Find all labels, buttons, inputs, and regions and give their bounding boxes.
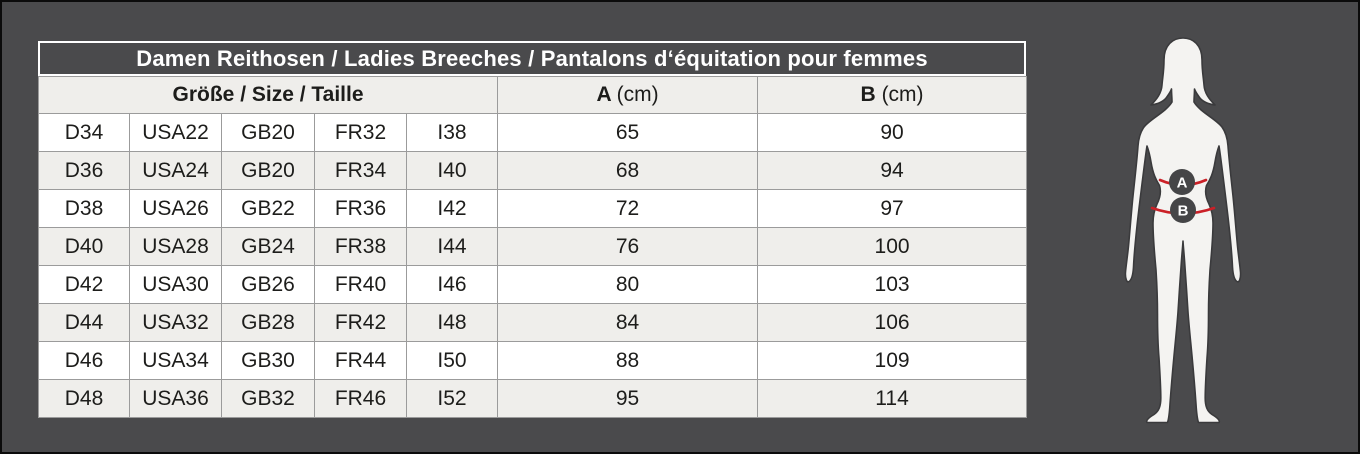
- cell-size-i: I42: [405, 189, 499, 228]
- cell-size-gb: GB28: [221, 303, 315, 342]
- marker-b-letter: B: [1178, 203, 1189, 220]
- cell-measure-a: 88: [497, 341, 759, 380]
- cell-size-usa: USA24: [129, 151, 222, 190]
- size-table-grid: Größe / Size / Taille A (cm) B (cm) D34 U…: [37, 76, 1028, 418]
- cell-measure-b: 114: [757, 379, 1028, 418]
- cell-size-fr: FR36: [314, 189, 407, 228]
- cell-size-i: I52: [405, 379, 499, 418]
- cell-measure-a: 80: [497, 265, 759, 304]
- cell-size-i: I46: [405, 265, 499, 304]
- cell-measure-b: 103: [757, 265, 1028, 304]
- cell-size-i: I44: [405, 227, 499, 266]
- female-silhouette: [1124, 37, 1242, 424]
- cell-size-d: D48: [38, 379, 130, 418]
- marker-a-badge: [1169, 169, 1195, 195]
- body-measurement-figure: A B: [1124, 37, 1242, 424]
- cell-size-d: D34: [38, 113, 130, 152]
- cell-size-fr: FR32: [314, 113, 407, 152]
- cell-size-d: D36: [38, 151, 130, 190]
- cell-size-fr: FR38: [314, 227, 407, 266]
- cell-size-d: D42: [38, 265, 130, 304]
- cell-size-gb: GB22: [221, 189, 315, 228]
- cell-size-gb: GB30: [221, 341, 315, 380]
- cell-size-i: I48: [405, 303, 499, 342]
- cell-size-usa: USA22: [129, 113, 222, 152]
- table-title: Damen Reithosen / Ladies Breeches / Pant…: [38, 41, 1026, 76]
- cell-size-i: I38: [405, 113, 499, 152]
- marker-a-letter: A: [1177, 175, 1188, 192]
- cell-size-fr: FR46: [314, 379, 407, 418]
- table-row: D46 USA34 GB30 FR44 I50 88 109: [38, 341, 1028, 380]
- header-b-unit: (cm): [881, 83, 924, 106]
- header-b-letter: B: [860, 83, 876, 106]
- cell-size-usa: USA28: [129, 227, 222, 266]
- header-measure-a: A (cm): [497, 76, 759, 114]
- size-table-body: D34 USA22 GB20 FR32 I38 65 90 D36 USA24 GB20 FR34 I…: [38, 113, 1028, 418]
- cell-measure-b: 90: [757, 113, 1028, 152]
- header-size-group-label: Größe / Size / Taille: [172, 83, 364, 106]
- cell-measure-b: 109: [757, 341, 1028, 380]
- cell-measure-a: 95: [497, 379, 759, 418]
- header-size-group: Größe / Size / Taille: [37, 76, 499, 114]
- cell-size-d: D46: [38, 341, 130, 380]
- cell-measure-b: 94: [757, 151, 1028, 190]
- marker-b-badge: [1170, 197, 1196, 223]
- table-row: D48 USA36 GB32 FR46 I52 95 114: [38, 379, 1028, 418]
- table-row: D36 USA24 GB20 FR34 I40 68 94: [38, 151, 1028, 190]
- cell-measure-a: 84: [497, 303, 759, 342]
- cell-measure-a: 72: [497, 189, 759, 228]
- cell-size-gb: GB32: [221, 379, 315, 418]
- table-row: D34 USA22 GB20 FR32 I38 65 90: [38, 113, 1028, 152]
- cell-measure-b: 97: [757, 189, 1028, 228]
- table-row: D42 USA30 GB26 FR40 I46 80 103: [38, 265, 1028, 304]
- cell-size-usa: USA30: [129, 265, 222, 304]
- table-row: D40 USA28 GB24 FR38 I44 76 100: [38, 227, 1028, 266]
- cell-size-gb: GB20: [221, 151, 315, 190]
- cell-measure-b: 106: [757, 303, 1028, 342]
- cell-measure-b: 100: [757, 227, 1028, 266]
- cell-measure-a: 76: [497, 227, 759, 266]
- cell-size-d: D44: [38, 303, 130, 342]
- table-row: D38 USA26 GB22 FR36 I42 72 97: [38, 189, 1028, 228]
- header-row: Größe / Size / Taille A (cm) B (cm): [37, 76, 1028, 114]
- cell-size-usa: USA32: [129, 303, 222, 342]
- cell-size-fr: FR42: [314, 303, 407, 342]
- cell-size-usa: USA36: [129, 379, 222, 418]
- cell-measure-a: 68: [497, 151, 759, 190]
- cell-size-gb: GB26: [221, 265, 315, 304]
- header-a-unit: (cm): [616, 83, 659, 106]
- cell-size-i: I40: [405, 151, 499, 190]
- size-chart-table: Damen Reithosen / Ladies Breeches / Pant…: [37, 41, 1028, 418]
- cell-size-usa: USA34: [129, 341, 222, 380]
- header-measure-b: B (cm): [757, 76, 1028, 114]
- cell-size-d: D40: [38, 227, 130, 266]
- cell-size-fr: FR40: [314, 265, 407, 304]
- cell-size-gb: GB24: [221, 227, 315, 266]
- cell-size-gb: GB20: [221, 113, 315, 152]
- header-a-letter: A: [596, 83, 611, 106]
- cell-measure-a: 65: [497, 113, 759, 152]
- cell-size-d: D38: [38, 189, 130, 228]
- table-row: D44 USA32 GB28 FR42 I48 84 106: [38, 303, 1028, 342]
- cell-size-fr: FR44: [314, 341, 407, 380]
- cell-size-usa: USA26: [129, 189, 222, 228]
- cell-size-fr: FR34: [314, 151, 407, 190]
- cell-size-i: I50: [405, 341, 499, 380]
